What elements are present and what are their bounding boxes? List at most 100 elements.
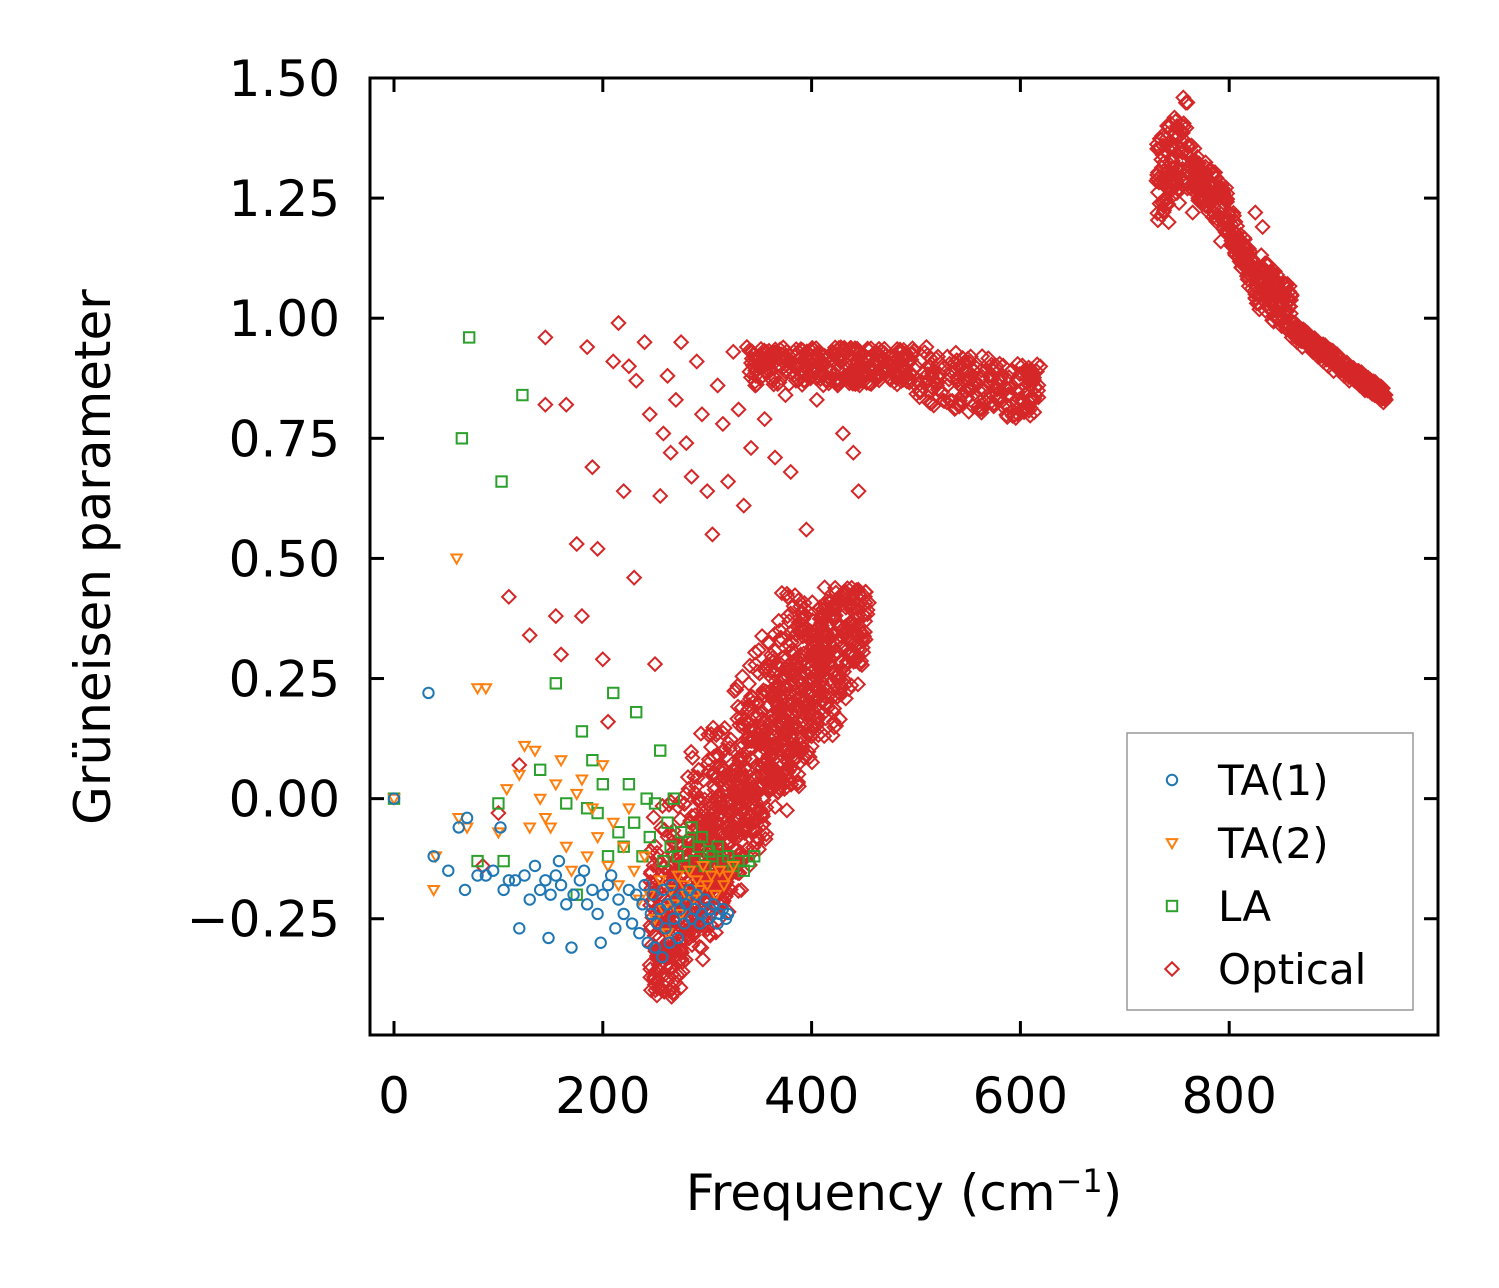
optical-point — [699, 482, 716, 500]
ta1-point — [452, 821, 465, 834]
y-axis-title: Grüneisen parameter — [64, 289, 122, 825]
optical-point — [1001, 363, 1019, 381]
optical-point — [511, 756, 528, 774]
la-point — [685, 821, 698, 834]
optical-point — [990, 390, 1007, 408]
optical-point — [725, 343, 742, 361]
optical-point — [678, 434, 695, 452]
ta2-point — [696, 860, 710, 874]
optical-point — [753, 717, 770, 734]
optical-point — [1177, 141, 1194, 159]
data-points-layer — [387, 89, 1394, 1005]
optical-point — [975, 395, 992, 412]
optical-point — [764, 736, 782, 753]
ta2-point — [528, 745, 542, 758]
optical-point — [786, 714, 803, 732]
optical-point — [728, 681, 745, 698]
optical-point — [714, 415, 732, 433]
optical-point — [780, 663, 798, 680]
ta2-point — [426, 885, 441, 898]
la-point — [549, 677, 563, 690]
optical-point — [843, 579, 860, 597]
optical-point — [552, 646, 570, 663]
optical-point — [728, 773, 745, 791]
la-point — [497, 854, 510, 868]
legend-marker-optical — [1163, 960, 1181, 978]
optical-point — [1262, 295, 1280, 312]
series-la — [387, 331, 761, 901]
optical-point — [816, 687, 833, 704]
optical-point — [700, 755, 717, 772]
optical-point — [876, 358, 893, 375]
optical-point — [792, 743, 809, 760]
optical-point — [1009, 355, 1026, 373]
la-point — [560, 797, 573, 810]
ta1-point — [471, 869, 484, 882]
ta2-point — [627, 865, 642, 878]
optical-point — [911, 384, 929, 401]
legend-label-ta1: TA(1) — [1217, 756, 1329, 805]
optical-point — [957, 382, 974, 399]
y-tick-label: 0.75 — [229, 410, 340, 468]
optical-point — [1179, 180, 1196, 197]
ta1-point — [533, 883, 547, 897]
ta1-point — [580, 898, 594, 911]
optical-point — [1288, 316, 1306, 334]
optical-point — [939, 348, 956, 365]
optical-point — [831, 711, 849, 728]
optical-point — [732, 790, 749, 808]
optical-point — [991, 377, 1008, 394]
optical-point — [692, 725, 710, 742]
optical-point — [748, 362, 766, 379]
optical-point — [720, 818, 737, 836]
plot-frame — [368, 76, 1440, 1037]
la-point — [495, 475, 508, 488]
series-ta1 — [387, 686, 735, 964]
optical-point — [777, 386, 794, 404]
optical-point — [800, 630, 817, 647]
optical-point — [648, 987, 666, 1004]
optical-point — [846, 341, 863, 358]
optical-point — [671, 933, 689, 950]
legend-items: TA(1) TA(2) LA Optical — [1163, 756, 1366, 994]
ta2-point — [671, 870, 685, 883]
optical-point — [589, 540, 606, 557]
optical-point — [803, 362, 820, 380]
ta2-point — [580, 851, 595, 864]
ta1-point — [594, 936, 607, 949]
optical-point — [647, 963, 664, 980]
ta2-point — [721, 870, 736, 883]
ta2-point — [637, 851, 652, 864]
optical-point — [1250, 286, 1267, 303]
optical-point — [793, 674, 811, 691]
ta1-point — [552, 854, 566, 868]
ta2-point — [387, 793, 401, 806]
optical-point — [1167, 112, 1184, 130]
legend-label-la: LA — [1218, 882, 1271, 931]
ta2-point — [478, 683, 493, 696]
ta1-point — [707, 898, 720, 911]
la-point — [627, 816, 641, 829]
optical-point — [1027, 386, 1045, 404]
ta1-point — [609, 922, 622, 935]
optical-point — [749, 696, 766, 713]
optical-point — [716, 769, 733, 786]
optical-point — [753, 759, 771, 776]
ta1-point — [596, 888, 610, 901]
ta1-point — [638, 878, 651, 892]
optical-point — [1208, 210, 1225, 227]
ta1-point — [539, 874, 552, 887]
optical-point — [911, 389, 928, 406]
ta1-point — [648, 941, 662, 954]
optical-point — [722, 731, 740, 748]
optical-point — [719, 473, 737, 490]
optical-point — [761, 362, 779, 380]
optical-point — [751, 348, 768, 365]
optical-point — [815, 692, 832, 709]
ta1-point — [544, 888, 557, 901]
optical-point — [825, 626, 842, 643]
optical-point — [922, 349, 939, 367]
optical-point — [798, 521, 815, 538]
optical-point — [736, 819, 754, 837]
legend-marker-ta1 — [1165, 773, 1179, 787]
